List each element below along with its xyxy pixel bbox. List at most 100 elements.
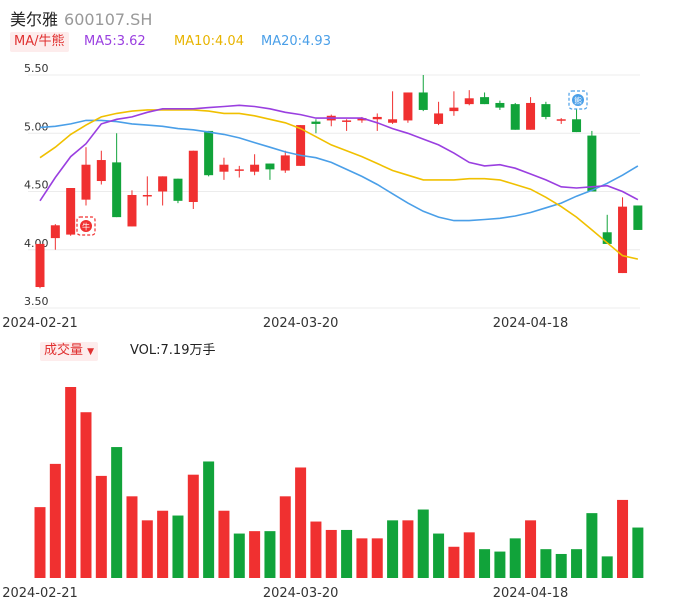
candle-body <box>50 225 60 239</box>
candle <box>388 91 398 124</box>
candle-body <box>372 116 382 120</box>
x-tick-label: 2024-02-21 <box>2 586 78 601</box>
candle <box>112 133 122 218</box>
ma5-label: MA5:3.62 <box>84 34 146 49</box>
candle <box>541 101 551 120</box>
volume-bar <box>310 521 322 578</box>
candle <box>311 119 321 134</box>
volume-bar <box>279 496 291 578</box>
volume-bar <box>448 546 460 578</box>
volume-bar <box>417 509 429 578</box>
volume-bar <box>295 467 307 578</box>
volume-bar <box>341 529 353 578</box>
marker-label: 熊 <box>574 96 582 106</box>
candle <box>480 92 490 105</box>
y-tick-label: 5.50 <box>24 62 49 75</box>
candle-body <box>173 178 183 201</box>
candle-body <box>112 162 122 218</box>
volume-bar <box>463 532 475 578</box>
volume-indicator-selector[interactable]: 成交量 ▼ <box>40 342 99 361</box>
candle-body <box>250 164 260 172</box>
volume-bar <box>325 529 337 578</box>
candle <box>526 97 536 130</box>
candle <box>250 154 260 176</box>
volume-bar <box>49 463 61 578</box>
volume-bar <box>371 538 383 578</box>
candle <box>265 163 275 180</box>
candle-body <box>158 176 168 192</box>
volume-bar <box>402 520 414 578</box>
candle-body <box>127 194 137 227</box>
ma10-label: MA10:4.04 <box>174 34 244 49</box>
candle <box>204 130 214 177</box>
volume-bar <box>141 520 153 578</box>
dropdown-triangle-icon: ▼ <box>87 347 95 357</box>
volume-bar <box>157 510 169 578</box>
volume-bar <box>80 412 92 578</box>
candle <box>602 214 612 244</box>
candle-body <box>618 206 628 274</box>
marker-frame <box>568 90 588 110</box>
candle-body <box>219 164 229 172</box>
stock-code: 600107.SH <box>64 10 153 29</box>
candle <box>326 114 336 127</box>
x-tick-label: 2024-03-20 <box>263 316 339 331</box>
candle <box>572 108 582 133</box>
candle-body <box>204 130 214 176</box>
candle-body <box>96 160 106 182</box>
candle <box>434 101 444 126</box>
bull-marker: 牛 <box>76 216 96 236</box>
candle-body <box>449 107 459 112</box>
candle-body <box>403 92 413 121</box>
marker-label: 牛 <box>82 222 90 232</box>
ma10-line <box>39 109 639 260</box>
candle-body <box>81 164 91 200</box>
candle-body <box>388 119 398 123</box>
candle <box>418 75 428 112</box>
volume-bar <box>540 549 552 578</box>
candle <box>234 165 244 178</box>
volume-bar <box>387 520 399 578</box>
candle <box>81 147 91 206</box>
candle-body <box>342 120 352 122</box>
candle-body <box>357 118 367 121</box>
candle <box>50 224 60 250</box>
candle-body <box>418 92 428 110</box>
candle-body <box>434 113 444 124</box>
volume-bar <box>571 549 583 578</box>
candle-body <box>526 102 536 130</box>
candle-body <box>296 125 306 166</box>
bear-marker: 熊 <box>568 90 588 110</box>
candle-body <box>311 121 321 124</box>
volume-bar <box>34 507 46 578</box>
ma-indicator-selector[interactable]: MA/牛熊 <box>10 32 69 52</box>
volume-bar <box>555 553 567 578</box>
candle <box>633 205 643 230</box>
ma5-line <box>39 104 639 202</box>
candle <box>142 176 152 206</box>
x-tick-label: 2024-04-18 <box>493 316 569 331</box>
volume-bar <box>172 515 184 578</box>
candle-body <box>188 150 198 202</box>
candle-body <box>35 243 45 288</box>
candle <box>219 157 229 180</box>
candle-body <box>66 188 76 235</box>
candle <box>296 125 306 166</box>
candle <box>66 188 76 236</box>
volume-bar <box>601 556 613 578</box>
candle <box>556 118 566 124</box>
candle <box>510 102 520 130</box>
volume-bar <box>249 531 261 578</box>
candle-body <box>572 119 582 133</box>
candle <box>495 100 505 110</box>
candle <box>618 197 628 274</box>
candle <box>280 150 290 173</box>
volume-bar <box>111 447 123 578</box>
marker-dot <box>572 94 584 106</box>
volume-bar <box>356 538 368 578</box>
ma20-line <box>39 119 639 222</box>
candle-body <box>142 194 152 197</box>
candle <box>342 119 352 131</box>
x-tick-label: 2024-03-20 <box>263 586 339 601</box>
